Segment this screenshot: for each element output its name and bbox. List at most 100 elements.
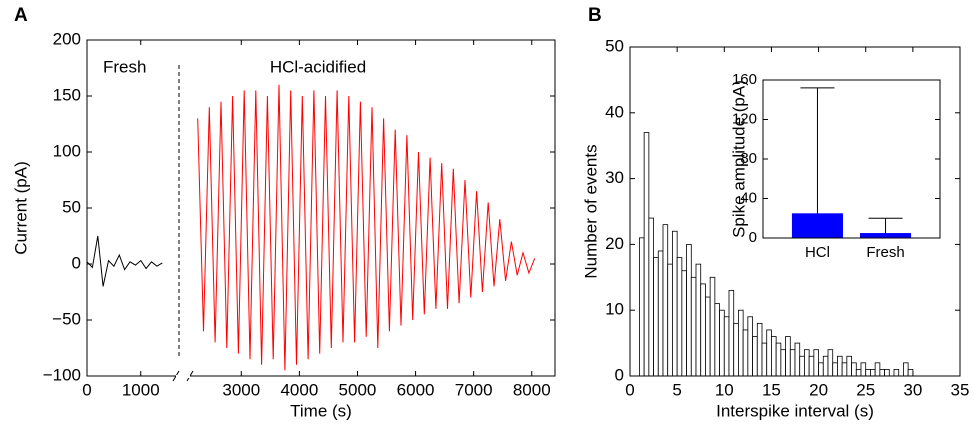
x-tick-label: 25 (856, 380, 875, 399)
hist-bar (884, 369, 890, 377)
y-tick-label: 50 (605, 36, 624, 55)
plot-frame-top (86, 39, 556, 377)
x-tick-label: Fresh (866, 244, 904, 261)
hist-bar (808, 355, 815, 377)
hist-bar (832, 362, 838, 377)
hist-bar (662, 224, 669, 377)
hist-bar (879, 369, 885, 377)
hist-bar (799, 355, 805, 377)
series-label: HCl-acidified (270, 57, 366, 76)
y-tick-label: 160 (732, 71, 757, 88)
y-axis-label: Spike amplitude (pA) (729, 80, 748, 238)
x-tick-label: 5000 (339, 380, 377, 399)
x-tick-label: HCl (805, 244, 830, 261)
x-tick-label: 0 (82, 380, 91, 399)
y-tick-label: 100 (53, 141, 81, 160)
hist-bar (709, 276, 716, 377)
hist-bar (804, 349, 810, 377)
x-tick-label: 15 (762, 380, 781, 399)
y-tick-label: 0 (72, 253, 81, 272)
hist-bar (690, 276, 697, 377)
panel-label: A (14, 5, 28, 26)
x-tick-label: 0 (625, 380, 634, 399)
hist-bar (756, 322, 763, 377)
hist-bar (761, 342, 768, 377)
error-bar (868, 217, 903, 234)
hist-bar (780, 349, 786, 377)
plot-frame (86, 39, 556, 377)
hist-bar (648, 217, 654, 377)
hist-bar (714, 303, 720, 377)
hist-bar (785, 336, 791, 377)
hist-bar (822, 355, 829, 377)
hist-bar (672, 230, 678, 377)
hist-bar (841, 362, 848, 377)
hist-bar (775, 342, 782, 377)
hist-bar (752, 336, 758, 377)
error-bar (800, 87, 835, 214)
hist-bar (742, 329, 749, 377)
trace (197, 84, 536, 371)
y-tick-label: 40 (740, 189, 757, 206)
hist-bar (813, 349, 819, 377)
y-axis-label: Number of events (581, 144, 600, 278)
x-tick-label: 10 (715, 380, 734, 399)
y-tick-label: 150 (53, 85, 81, 104)
hist-bar (766, 329, 772, 377)
y-tick-label: 20 (605, 234, 624, 253)
hist-bar (681, 270, 687, 377)
y-tick-label: 30 (605, 168, 624, 187)
hist-bar (723, 316, 730, 377)
hist-bar (653, 257, 659, 377)
hist-bar (771, 336, 777, 377)
y-tick-label: 40 (605, 102, 624, 121)
hist-bar (700, 283, 706, 377)
hist-bar (747, 316, 753, 377)
x-tick-label: 8000 (513, 380, 551, 399)
hist-bar (903, 362, 909, 377)
y-tick-label: 200 (53, 29, 81, 48)
y-tick-label: 50 (62, 197, 81, 216)
hist-bar (846, 355, 852, 377)
x-tick-label: 5 (672, 380, 681, 399)
x-tick-label: 6000 (397, 380, 435, 399)
x-axis-label: Time (s) (290, 401, 352, 420)
y-tick-label: 0 (749, 229, 757, 246)
hist-bar (789, 349, 796, 377)
plot-frame-top (762, 79, 941, 239)
hist-bar (855, 369, 862, 377)
plot-frame-top (629, 46, 961, 377)
plot-frame (762, 79, 941, 239)
bar (791, 213, 843, 238)
y-tick-label: 10 (605, 300, 624, 319)
hist-bar (827, 349, 834, 377)
y-tick-label: 80 (740, 150, 757, 167)
hist-bar (719, 309, 725, 377)
y-tick-label: 0 (615, 365, 624, 384)
hist-bar (639, 237, 645, 377)
y-tick-label: −50 (52, 309, 81, 328)
hist-bar (695, 263, 702, 377)
x-tick-label: 35 (951, 380, 970, 399)
hist-bar (865, 369, 871, 377)
hist-bar (657, 250, 664, 377)
series-label: Fresh (103, 57, 146, 76)
x-axis-label: Interspike interval (s) (716, 401, 874, 420)
panel-0: −100 −50 0 50 100 150 200 0 1000 3000 4000 5000 6000… (11, 5, 556, 420)
y-tick-label: 120 (732, 110, 757, 127)
hist-bar (686, 243, 692, 377)
hist-bar (667, 263, 673, 377)
x-tick-label: 1000 (122, 380, 160, 399)
hist-bar (851, 362, 857, 377)
hist-bar (794, 342, 801, 377)
panel-2: 0 40 80 120 160 HCl Fresh Spike amplitude (pA) (729, 71, 941, 261)
hist-bar (893, 369, 900, 377)
hist-bar (728, 290, 735, 377)
hist-bar (874, 362, 881, 377)
hist-bar (705, 296, 711, 377)
y-axis-label: Current (pA) (11, 161, 30, 255)
hist-bar (643, 132, 650, 377)
x-tick-label: 20 (809, 380, 828, 399)
bar (860, 233, 912, 238)
